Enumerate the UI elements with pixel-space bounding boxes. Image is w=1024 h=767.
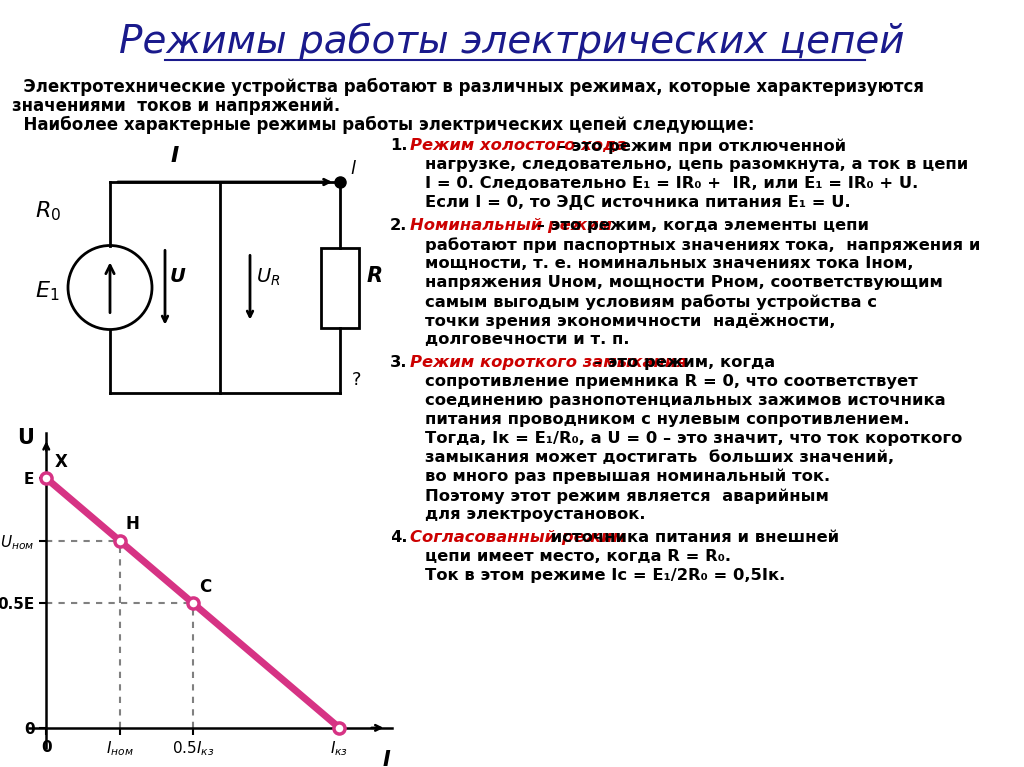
Text: 3.: 3. <box>390 355 408 370</box>
Text: Ток в этом режиме Iс = E₁/2R₀ = 0,5Iк.: Ток в этом режиме Iс = E₁/2R₀ = 0,5Iк. <box>425 568 785 583</box>
Text: l: l <box>350 160 355 178</box>
Text: I = 0. Следовательно E₁ = IR₀ +  IR, или E₁ = IR₀ + U.: I = 0. Следовательно E₁ = IR₀ + IR, или … <box>425 176 919 191</box>
Text: мощности, т. е. номинальных значениях тока Iном,: мощности, т. е. номинальных значениях то… <box>425 256 913 271</box>
Text: $U_R$: $U_R$ <box>256 266 281 288</box>
Text: 4.: 4. <box>390 530 408 545</box>
Text: Электротехнические устройства работают в различных режимах, которые характеризую: Электротехнические устройства работают в… <box>12 78 924 96</box>
Text: U: U <box>17 428 34 449</box>
Text: 1.: 1. <box>390 138 408 153</box>
Text: Режим холостого хода: Режим холостого хода <box>410 138 628 153</box>
Text: источника питания и внешней: источника питания и внешней <box>545 530 839 545</box>
Text: 2.: 2. <box>390 218 408 233</box>
Text: Номинальный режим: Номинальный режим <box>410 218 612 233</box>
Text: Наиболее характерные режимы работы электрических цепей следующие:: Наиболее характерные режимы работы элект… <box>12 116 755 134</box>
Text: Поэтому этот режим является  аварийным: Поэтому этот режим является аварийным <box>425 488 828 503</box>
Text: значениями  токов и напряжений.: значениями токов и напряжений. <box>12 97 340 115</box>
Text: X: X <box>55 453 68 471</box>
Text: H: H <box>125 515 139 533</box>
Text: Режимы работы электрических цепей: Режимы работы электрических цепей <box>119 23 905 61</box>
Bar <box>321 248 359 328</box>
Text: $R_0$: $R_0$ <box>35 199 61 222</box>
Text: – это режим, когда элементы цепи: – это режим, когда элементы цепи <box>530 218 868 233</box>
Text: $E_1$: $E_1$ <box>35 279 59 303</box>
Text: напряжения Uном, мощности Рном, соответствующим: напряжения Uном, мощности Рном, соответс… <box>425 275 943 290</box>
Text: работают при паспортных значениях тока,  напряжения и: работают при паспортных значениях тока, … <box>425 237 980 253</box>
Text: точки зрения экономичности  надёжности,: точки зрения экономичности надёжности, <box>425 313 836 329</box>
Text: C: C <box>199 578 211 596</box>
Text: долговечности и т. п.: долговечности и т. п. <box>425 332 630 347</box>
Text: Согласованный режим: Согласованный режим <box>410 530 626 545</box>
Text: – это режим, когда: – это режим, когда <box>588 355 774 370</box>
Text: U: U <box>170 268 186 287</box>
Text: нагрузке, следовательно, цепь разомкнута, а ток в цепи: нагрузке, следовательно, цепь разомкнута… <box>425 157 969 172</box>
Text: I: I <box>382 750 390 767</box>
Text: I: I <box>171 146 179 166</box>
Text: цепи имеет место, когда R = R₀.: цепи имеет место, когда R = R₀. <box>425 549 731 564</box>
Text: во много раз превышая номинальный ток.: во много раз превышая номинальный ток. <box>425 469 830 485</box>
Text: Тогда, Iк = E₁/R₀, а U = 0 – это значит, что ток короткого: Тогда, Iк = E₁/R₀, а U = 0 – это значит,… <box>425 431 963 446</box>
Text: соединению разнопотенциальных зажимов источника: соединению разнопотенциальных зажимов ис… <box>425 393 945 408</box>
Text: замыкания может достигать  больших значений,: замыкания может достигать больших значен… <box>425 450 894 465</box>
Text: питания проводником с нулевым сопротивлением.: питания проводником с нулевым сопротивле… <box>425 412 909 427</box>
Text: Если I = 0, то ЭДС источника питания E₁ = U.: Если I = 0, то ЭДС источника питания E₁ … <box>425 195 851 210</box>
Text: Режим короткого замыкания: Режим короткого замыкания <box>410 355 687 370</box>
Text: сопротивление приемника R = 0, что соответствует: сопротивление приемника R = 0, что соотв… <box>425 374 918 389</box>
Text: – это режим при отключенной: – это режим при отключенной <box>552 138 846 153</box>
Text: ?: ? <box>352 371 361 389</box>
Text: самым выгодым условиям работы устройства с: самым выгодым условиям работы устройства… <box>425 294 877 310</box>
Text: для электроустановок.: для электроустановок. <box>425 507 645 522</box>
Text: R: R <box>367 266 383 287</box>
